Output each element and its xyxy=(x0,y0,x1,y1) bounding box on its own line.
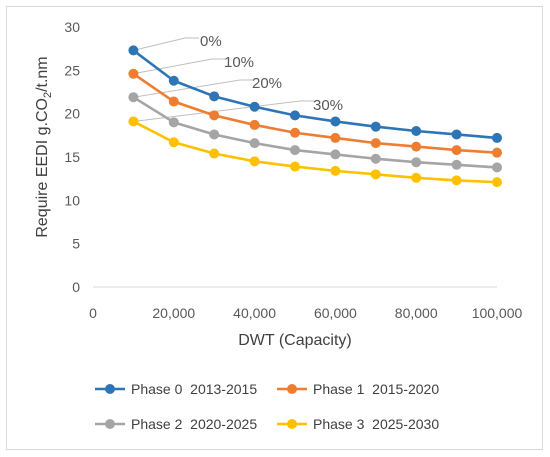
annotation-leader-line xyxy=(133,100,314,122)
annotation-label: 20% xyxy=(252,75,282,92)
x-tick-label: 80,000 xyxy=(395,305,438,321)
legend: Phase 0 2013-2015 Phase 1 2015-2020 Phase … xyxy=(95,381,439,432)
legend-swatch-marker xyxy=(287,384,297,394)
data-point xyxy=(370,153,381,164)
legend-item: Phase 0 2013-2015 xyxy=(95,381,257,397)
annotation-label: 0% xyxy=(200,33,222,50)
y-axis-title: Require EEDI g.CO2/t.nm xyxy=(34,56,54,237)
legend-swatch-marker xyxy=(105,384,115,394)
data-point xyxy=(249,138,260,149)
annotation-leader-line xyxy=(133,37,199,51)
legend-item: Phase 3 2025-2030 xyxy=(277,416,439,432)
legend-label: Phase 0 2013-2015 xyxy=(131,381,257,397)
legend-label: Phase 1 2015-2020 xyxy=(313,381,439,397)
y-tick-label: 10 xyxy=(64,192,80,208)
legend-label: Phase 3 2025-2030 xyxy=(313,416,439,432)
data-point xyxy=(128,45,139,56)
data-point xyxy=(492,177,502,188)
annotation-label: 30% xyxy=(313,97,343,114)
data-point xyxy=(451,129,462,140)
data-point xyxy=(168,75,179,86)
data-point xyxy=(168,137,179,148)
data-point xyxy=(411,141,422,152)
data-point xyxy=(492,162,502,173)
data-point xyxy=(330,149,341,160)
legend-label: Phase 2 2020-2025 xyxy=(131,416,257,432)
data-point xyxy=(330,116,341,127)
y-tick-label: 5 xyxy=(72,236,80,252)
series-line xyxy=(132,72,498,154)
data-point xyxy=(451,175,462,186)
x-tick-label: 0 xyxy=(89,305,97,321)
y-axis-title-tail: /t.nm xyxy=(34,56,51,92)
data-point xyxy=(128,68,139,79)
legend-swatch-marker xyxy=(105,419,115,429)
legend-swatch-marker xyxy=(287,419,297,429)
data-point xyxy=(209,91,220,102)
y-tick-label: 25 xyxy=(64,62,80,78)
y-tick-label: 30 xyxy=(64,19,80,35)
series-line xyxy=(132,120,498,184)
data-point xyxy=(330,132,341,143)
data-point xyxy=(209,129,220,140)
data-point xyxy=(290,127,300,138)
data-point xyxy=(249,119,260,130)
legend-item: Phase 1 2015-2020 xyxy=(277,381,439,397)
data-point xyxy=(411,172,422,183)
chart-frame xyxy=(6,6,543,450)
data-point xyxy=(290,145,300,156)
data-point xyxy=(330,165,341,176)
data-point xyxy=(451,159,462,170)
x-tick-label: 20,000 xyxy=(152,305,195,321)
y-tick-label: 15 xyxy=(64,149,80,165)
x-tick-label: 40,000 xyxy=(233,305,276,321)
data-point xyxy=(492,147,502,158)
data-point xyxy=(209,110,220,121)
data-point xyxy=(128,92,139,103)
x-tick-label: 60,000 xyxy=(314,305,357,321)
x-axis-title: DWT (Capacity) xyxy=(238,332,352,349)
series-layer xyxy=(128,45,502,188)
data-point xyxy=(209,148,220,159)
y-axis-title-subscript: 2 xyxy=(42,92,54,98)
data-point xyxy=(249,101,260,112)
annotation-leader-line xyxy=(133,79,254,98)
data-point xyxy=(290,161,300,172)
data-point xyxy=(411,126,422,136)
legend-item: Phase 2 2020-2025 xyxy=(95,416,257,432)
data-point xyxy=(290,110,300,121)
y-tick-label: 0 xyxy=(72,279,80,295)
x-tick-label: 100,000 xyxy=(472,305,523,321)
data-point xyxy=(168,96,179,107)
data-point xyxy=(370,121,381,132)
series-line xyxy=(132,49,498,140)
data-point xyxy=(249,156,260,167)
data-point xyxy=(128,116,139,127)
annotation-label: 10% xyxy=(224,54,254,71)
data-point xyxy=(411,157,422,168)
x-axis-ticks: 0 20,000 40,000 60,000 80,000 100,000 xyxy=(89,305,522,321)
data-point xyxy=(370,138,381,149)
y-tick-label: 20 xyxy=(64,106,80,122)
data-point xyxy=(168,117,179,128)
data-point xyxy=(492,132,502,143)
data-point xyxy=(451,145,462,156)
annotation-layer: 0%10% 20% 30% xyxy=(133,33,343,122)
y-axis-ticks: 0 5 10 15 20 25 30 xyxy=(64,19,80,295)
y-axis-title-main: Require EEDI g.CO xyxy=(34,98,51,238)
series-line xyxy=(132,96,498,169)
data-point xyxy=(370,169,381,180)
